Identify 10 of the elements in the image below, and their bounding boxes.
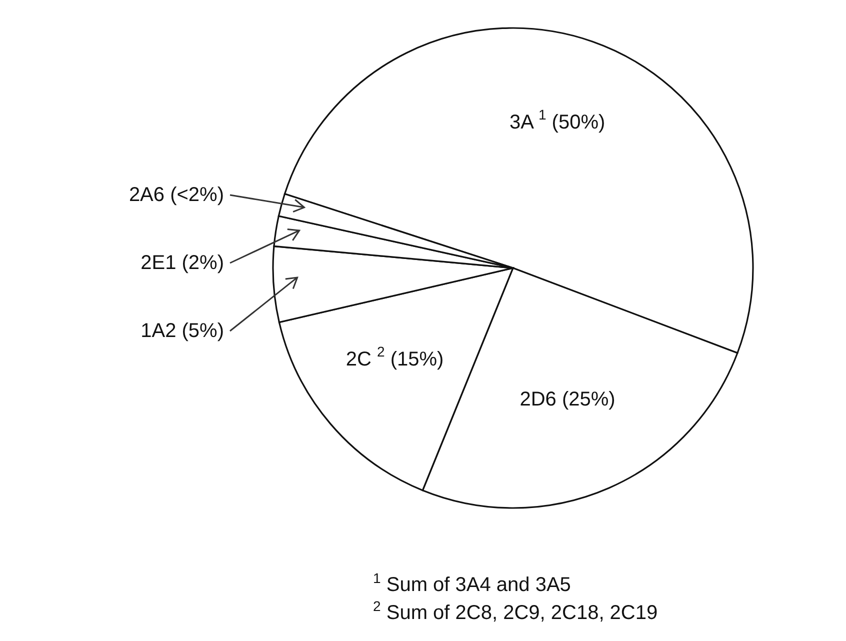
slice-label: 1A2 (5%) <box>140 320 224 342</box>
slice-label: 2A6 (<2%) <box>128 184 224 206</box>
text: $^{2}$ Sum of 2C8, 2C9, 2C18, 2C19 <box>373 598 658 624</box>
slice-label: 3A $^{1}$ <box>510 106 546 134</box>
data-label: (50%) <box>546 112 606 134</box>
slice-label: 2E1 (2%) <box>140 252 224 274</box>
text: $^{1}$ Sum of 3A4 and 3A5 <box>373 570 571 596</box>
slice-label: 2C $^{2}$ <box>346 344 386 371</box>
slice-label: 2D6 (25%) <box>520 388 616 410</box>
data-label: (15%) <box>384 348 444 371</box>
